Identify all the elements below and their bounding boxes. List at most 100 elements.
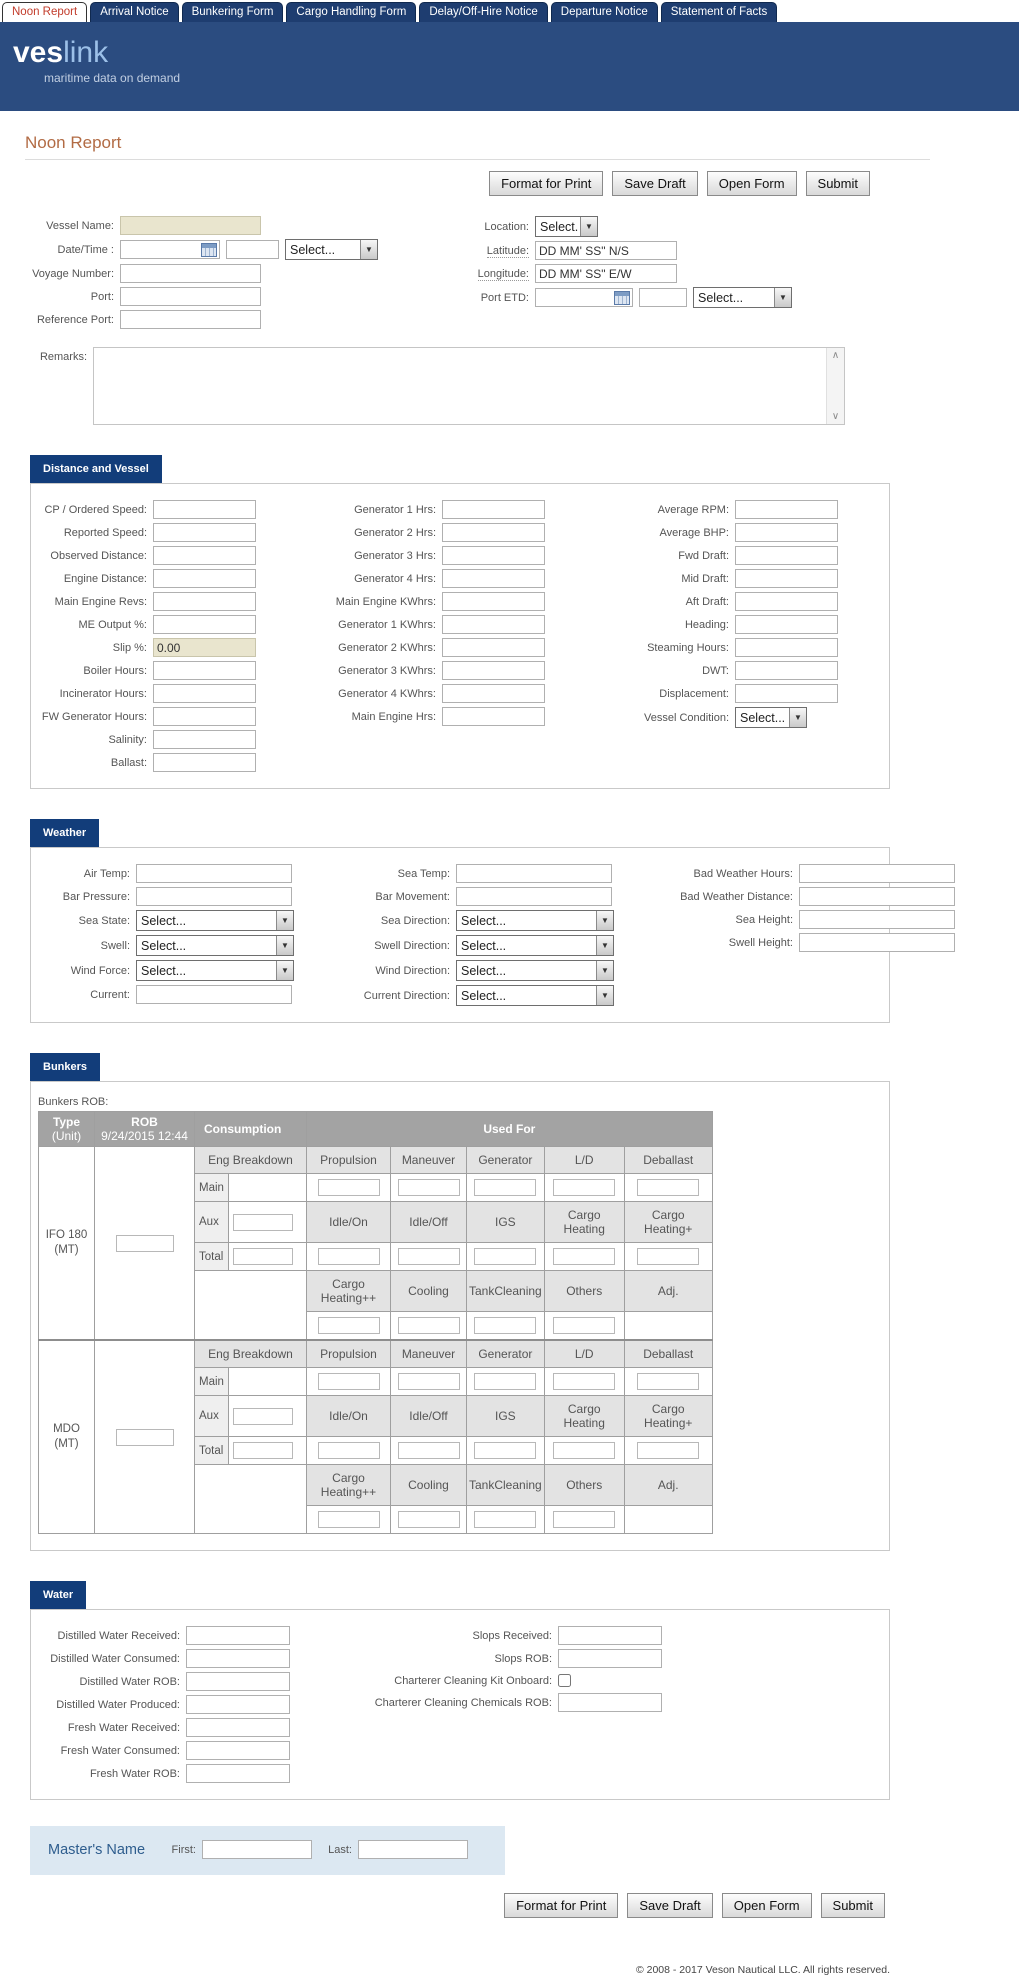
mid-draft-input[interactable]: [735, 569, 838, 588]
sea-temp-input[interactable]: [456, 864, 612, 883]
open-form-button[interactable]: Open Form: [721, 1893, 812, 1918]
format-for-print-button[interactable]: Format for Print: [504, 1893, 619, 1918]
fresh-water-received-input[interactable]: [186, 1718, 290, 1737]
mdo-tankcleaning-input[interactable]: [474, 1511, 537, 1528]
ballast-input[interactable]: [153, 753, 256, 772]
port-input[interactable]: [120, 287, 261, 306]
submit-button[interactable]: Submit: [820, 1893, 885, 1918]
dwt-input[interactable]: [735, 661, 838, 680]
ifo-180-cargo-heating-input[interactable]: [317, 1317, 380, 1334]
generator-1-hrs-input[interactable]: [442, 500, 545, 519]
latitude-input[interactable]: [535, 241, 677, 260]
generator-2-kwhrs-input[interactable]: [442, 638, 545, 657]
save-draft-button[interactable]: Save Draft: [627, 1893, 713, 1918]
wind-force-select[interactable]: Select...: [137, 961, 276, 980]
mdo-main-maneuver-input[interactable]: [397, 1373, 460, 1390]
tab-arrival-notice[interactable]: Arrival Notice: [90, 2, 179, 22]
ifo-180-tankcleaning-input[interactable]: [474, 1317, 537, 1334]
fw-generator-hours-input[interactable]: [153, 707, 256, 726]
mdo-main-generator-input[interactable]: [474, 1373, 537, 1390]
vessel-condition-select[interactable]: Select...: [736, 708, 789, 727]
main-engine-kwhrs-input[interactable]: [442, 592, 545, 611]
port-etd-date-input[interactable]: [535, 288, 633, 307]
main-engine-hrs-input[interactable]: [442, 707, 545, 726]
swell-height-input[interactable]: [799, 933, 955, 952]
fwd-draft-input[interactable]: [735, 546, 838, 565]
heading-input[interactable]: [735, 615, 838, 634]
save-draft-button[interactable]: Save Draft: [612, 171, 698, 196]
engine-distance-input[interactable]: [153, 569, 256, 588]
ifo-180-total-breakdown-input[interactable]: [233, 1248, 293, 1265]
generator-4-hrs-input[interactable]: [442, 569, 545, 588]
time-input[interactable]: [226, 240, 279, 259]
average-bhp-input[interactable]: [735, 523, 838, 542]
longitude-input[interactable]: [535, 264, 677, 283]
average-rpm-input[interactable]: [735, 500, 838, 519]
calendar-icon[interactable]: [201, 242, 217, 257]
mdo-total-propulsion-input[interactable]: [317, 1442, 380, 1459]
displacement-input[interactable]: [735, 684, 838, 703]
slops-rob-input[interactable]: [558, 1649, 662, 1668]
scrollbar[interactable]: ∧ ∨: [826, 348, 844, 424]
ifo-180-main-maneuver-input[interactable]: [397, 1179, 460, 1196]
mdo-total-l-d-input[interactable]: [553, 1442, 616, 1459]
scroll-down-icon[interactable]: ∨: [831, 411, 840, 422]
observed-distance-input[interactable]: [153, 546, 256, 565]
ifo-180-rob-input[interactable]: [115, 1234, 174, 1252]
tab-statement-of-facts[interactable]: Statement of Facts: [660, 2, 778, 22]
charterer-cleaning-chemicals-rob-input[interactable]: [558, 1693, 662, 1712]
ifo-180-main-deballast-input[interactable]: [637, 1179, 700, 1196]
date-input[interactable]: [120, 240, 220, 259]
mdo-main-deballast-input[interactable]: [637, 1373, 700, 1390]
port-etd-time-input[interactable]: [639, 288, 687, 307]
bar-pressure-input[interactable]: [136, 887, 292, 906]
tab-cargo-handling-form[interactable]: Cargo Handling Form: [286, 2, 417, 22]
generator-3-kwhrs-input[interactable]: [442, 661, 545, 680]
mdo-total-generator-input[interactable]: [474, 1442, 537, 1459]
ifo-180-total-propulsion-input[interactable]: [317, 1248, 380, 1265]
sea-direction-select[interactable]: Select...: [457, 911, 596, 930]
voyage-number-input[interactable]: [120, 264, 261, 283]
generator-3-hrs-input[interactable]: [442, 546, 545, 565]
bad-weather-distance-input[interactable]: [799, 887, 955, 906]
bar-movement-input[interactable]: [456, 887, 612, 906]
timezone-select[interactable]: Select...: [286, 240, 360, 259]
current-direction-select[interactable]: Select...: [457, 986, 596, 1005]
ifo-180-total-maneuver-input[interactable]: [397, 1248, 460, 1265]
open-form-button[interactable]: Open Form: [706, 171, 797, 196]
distilled-water-received-input[interactable]: [186, 1626, 290, 1645]
fresh-water-rob-input[interactable]: [186, 1764, 290, 1783]
ifo-180-main-l-d-input[interactable]: [553, 1179, 616, 1196]
swell-select[interactable]: Select...: [137, 936, 276, 955]
charterer-cleaning-kit-onboard-checkbox[interactable]: [558, 1674, 571, 1687]
sea-state-select[interactable]: Select...: [137, 911, 276, 930]
air-temp-input[interactable]: [136, 864, 292, 883]
aft-draft-input[interactable]: [735, 592, 838, 611]
master-last-name-input[interactable]: [358, 1840, 468, 1859]
mdo-main-propulsion-input[interactable]: [317, 1373, 380, 1390]
submit-button[interactable]: Submit: [805, 171, 870, 196]
slops-received-input[interactable]: [558, 1626, 662, 1645]
location-select[interactable]: Select...: [536, 217, 580, 236]
wind-direction-select[interactable]: Select...: [457, 961, 596, 980]
reference-port-input[interactable]: [120, 310, 261, 329]
fresh-water-consumed-input[interactable]: [186, 1741, 290, 1760]
boiler-hours-input[interactable]: [153, 661, 256, 680]
ifo-180-main-propulsion-input[interactable]: [317, 1179, 380, 1196]
ifo-180-main-generator-input[interactable]: [474, 1179, 537, 1196]
ifo-180-total-generator-input[interactable]: [474, 1248, 537, 1265]
mdo-others-input[interactable]: [553, 1511, 616, 1528]
ifo-180-cooling-input[interactable]: [397, 1317, 460, 1334]
mdo-total-breakdown-input[interactable]: [233, 1442, 293, 1459]
generator-4-kwhrs-input[interactable]: [442, 684, 545, 703]
steaming-hours-input[interactable]: [735, 638, 838, 657]
incinerator-hours-input[interactable]: [153, 684, 256, 703]
distilled-water-consumed-input[interactable]: [186, 1649, 290, 1668]
reported-speed-input[interactable]: [153, 523, 256, 542]
ifo-180-others-input[interactable]: [553, 1317, 616, 1334]
swell-direction-select[interactable]: Select...: [457, 936, 596, 955]
distilled-water-rob-input[interactable]: [186, 1672, 290, 1691]
tab-bunkering-form[interactable]: Bunkering Form: [181, 2, 284, 22]
port-etd-timezone-select[interactable]: Select...: [694, 288, 774, 307]
mdo-total-deballast-input[interactable]: [637, 1442, 700, 1459]
